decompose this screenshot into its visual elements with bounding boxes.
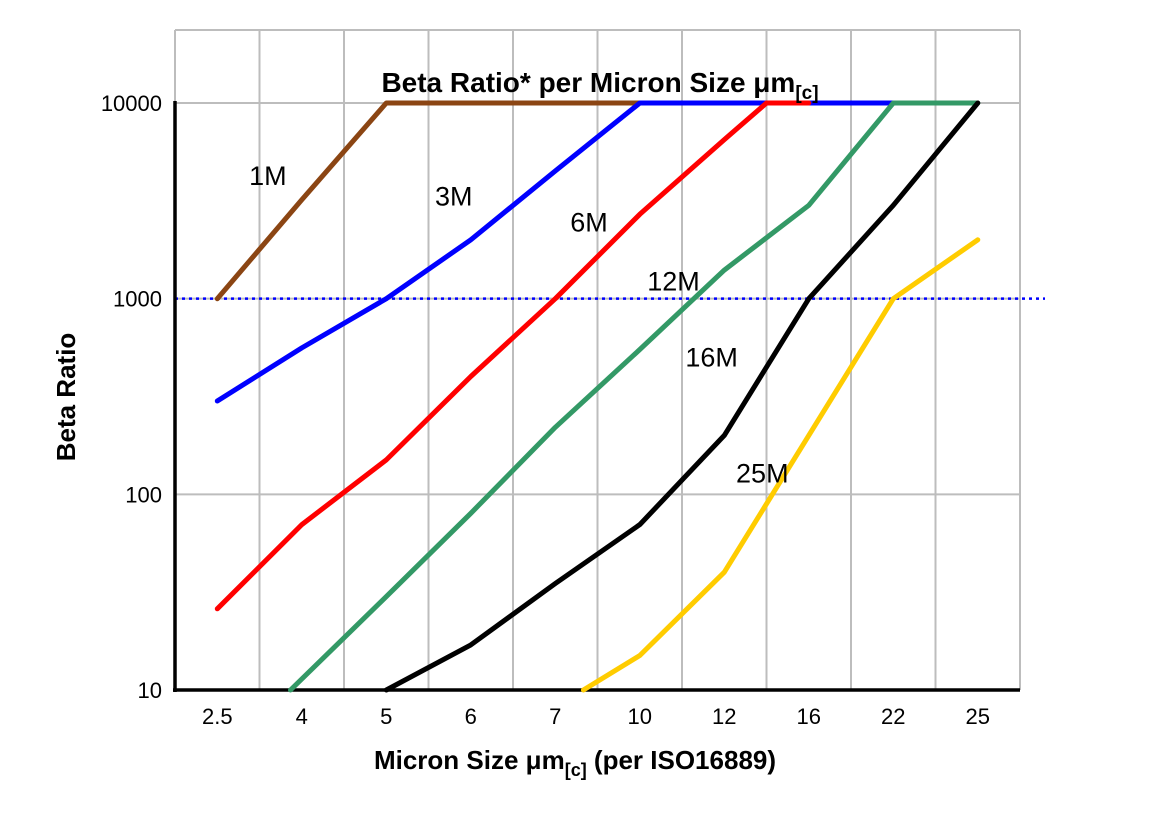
y-axis-title: Beta Ratio <box>51 333 81 462</box>
series-line-16M <box>383 100 981 693</box>
x-axis-title-main: Micron Size μm <box>374 745 565 775</box>
x-tick-label: 12 <box>712 704 736 729</box>
y-tick-label: 10 <box>138 678 162 703</box>
chart-title-main: Beta Ratio* per Micron Size μm <box>381 67 795 98</box>
series-label-12M: 12M <box>647 267 700 297</box>
x-axis-title: Micron Size μm[c] (per ISO16889) <box>374 745 776 780</box>
series-label-6M: 6M <box>570 208 608 238</box>
series-label-3M: 3M <box>435 181 473 211</box>
series-labels: 1M 3M 6M 12M 16M 25M <box>249 161 788 488</box>
axes <box>173 101 1020 692</box>
x-tick-label: 6 <box>465 704 477 729</box>
x-tick-label: 7 <box>549 704 561 729</box>
series-line-6M <box>214 100 812 612</box>
series-label-1M: 1M <box>249 161 287 191</box>
series-line-25M <box>580 237 981 693</box>
series-line-1M <box>214 100 643 302</box>
x-tick-label: 25 <box>966 704 990 729</box>
x-tick-label: 16 <box>797 704 821 729</box>
y-tick-label: 10000 <box>101 91 162 116</box>
x-axis-title-subscript: [c] <box>565 760 587 780</box>
series-label-25M: 25M <box>736 459 789 489</box>
y-tick-label: 100 <box>125 482 162 507</box>
y-tick-labels: 10 100 1000 10000 <box>101 91 162 703</box>
x-tick-label: 4 <box>296 704 308 729</box>
x-tick-label: 10 <box>628 704 652 729</box>
series-label-16M: 16M <box>685 343 738 373</box>
series-lines <box>214 100 981 693</box>
chart-title: Beta Ratio* per Micron Size μm[c] <box>381 67 818 104</box>
chart-title-subscript: [c] <box>795 83 818 104</box>
series-line-12M <box>288 100 981 693</box>
series-line-3M <box>214 100 896 404</box>
x-tick-label: 22 <box>881 704 905 729</box>
x-axis-title-suffix: (per ISO16889) <box>587 745 776 775</box>
x-tick-labels: 2.5 4 5 6 7 10 12 16 22 25 <box>202 704 990 729</box>
y-tick-label: 1000 <box>113 287 162 312</box>
gridlines <box>174 29 1021 690</box>
x-tick-label: 5 <box>380 704 392 729</box>
x-tick-label: 2.5 <box>202 704 233 729</box>
